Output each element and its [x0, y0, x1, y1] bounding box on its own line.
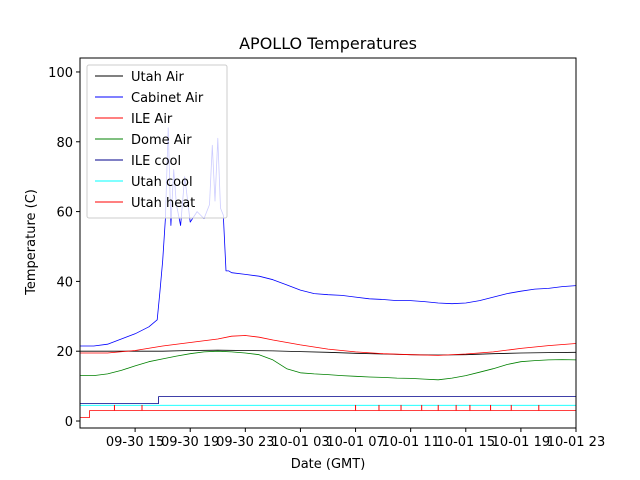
plot-frame — [79, 57, 577, 429]
x-tick-label: 09-30 15 — [106, 435, 164, 450]
series-line-utah-heat — [80, 410, 576, 418]
x-tick-label: 10-01 19 — [492, 435, 550, 450]
x-tick-label: 09-30 23 — [216, 435, 274, 450]
y-tick-label: 60 — [56, 206, 73, 221]
y-tick-label: 0 — [65, 415, 73, 430]
legend-box — [86, 64, 228, 219]
x-tick-label: 09-30 19 — [161, 435, 219, 450]
legend-entry-label: ILE Air — [131, 112, 173, 127]
y-tick-label: 80 — [56, 136, 73, 151]
chart-title: APOLLO Temperatures — [239, 34, 417, 53]
x-tick-label: 10-01 11 — [381, 435, 439, 450]
x-axis-label: Date (GMT) — [291, 457, 366, 472]
y-tick-label: 100 — [48, 66, 73, 81]
legend-entry-label: Utah heat — [131, 196, 195, 211]
legend-entry-label: Dome Air — [131, 133, 192, 148]
y-axis-label: Temperature (C) — [24, 189, 39, 296]
x-tick-label: 10-01 07 — [326, 435, 384, 450]
legend-entry-label: Utah cool — [131, 175, 193, 190]
series-line-utah-air — [80, 349, 576, 356]
legend-entry-label: ILE cool — [131, 154, 181, 169]
series-line-ile-cool — [80, 396, 576, 405]
x-tick-label: 10-01 23 — [547, 435, 605, 450]
series-line-cabinet-air — [80, 127, 576, 347]
series-line-dome-air — [80, 350, 576, 381]
legend-entry-label: Cabinet Air — [131, 91, 204, 106]
y-tick-label: 40 — [56, 275, 73, 290]
x-tick-label: 10-01 15 — [437, 435, 495, 450]
y-tick-label: 20 — [56, 345, 73, 360]
legend-entry-label: Utah Air — [131, 70, 184, 85]
x-tick-label: 10-01 03 — [271, 435, 329, 450]
legend: Utah Air Cabinet Air ILE Air Dome Air ILE co… — [86, 64, 228, 219]
y-axis-ticks: 0 20 40 60 80 100 — [48, 66, 80, 430]
series-layer — [80, 127, 576, 418]
series-line-ile-air — [80, 335, 576, 356]
